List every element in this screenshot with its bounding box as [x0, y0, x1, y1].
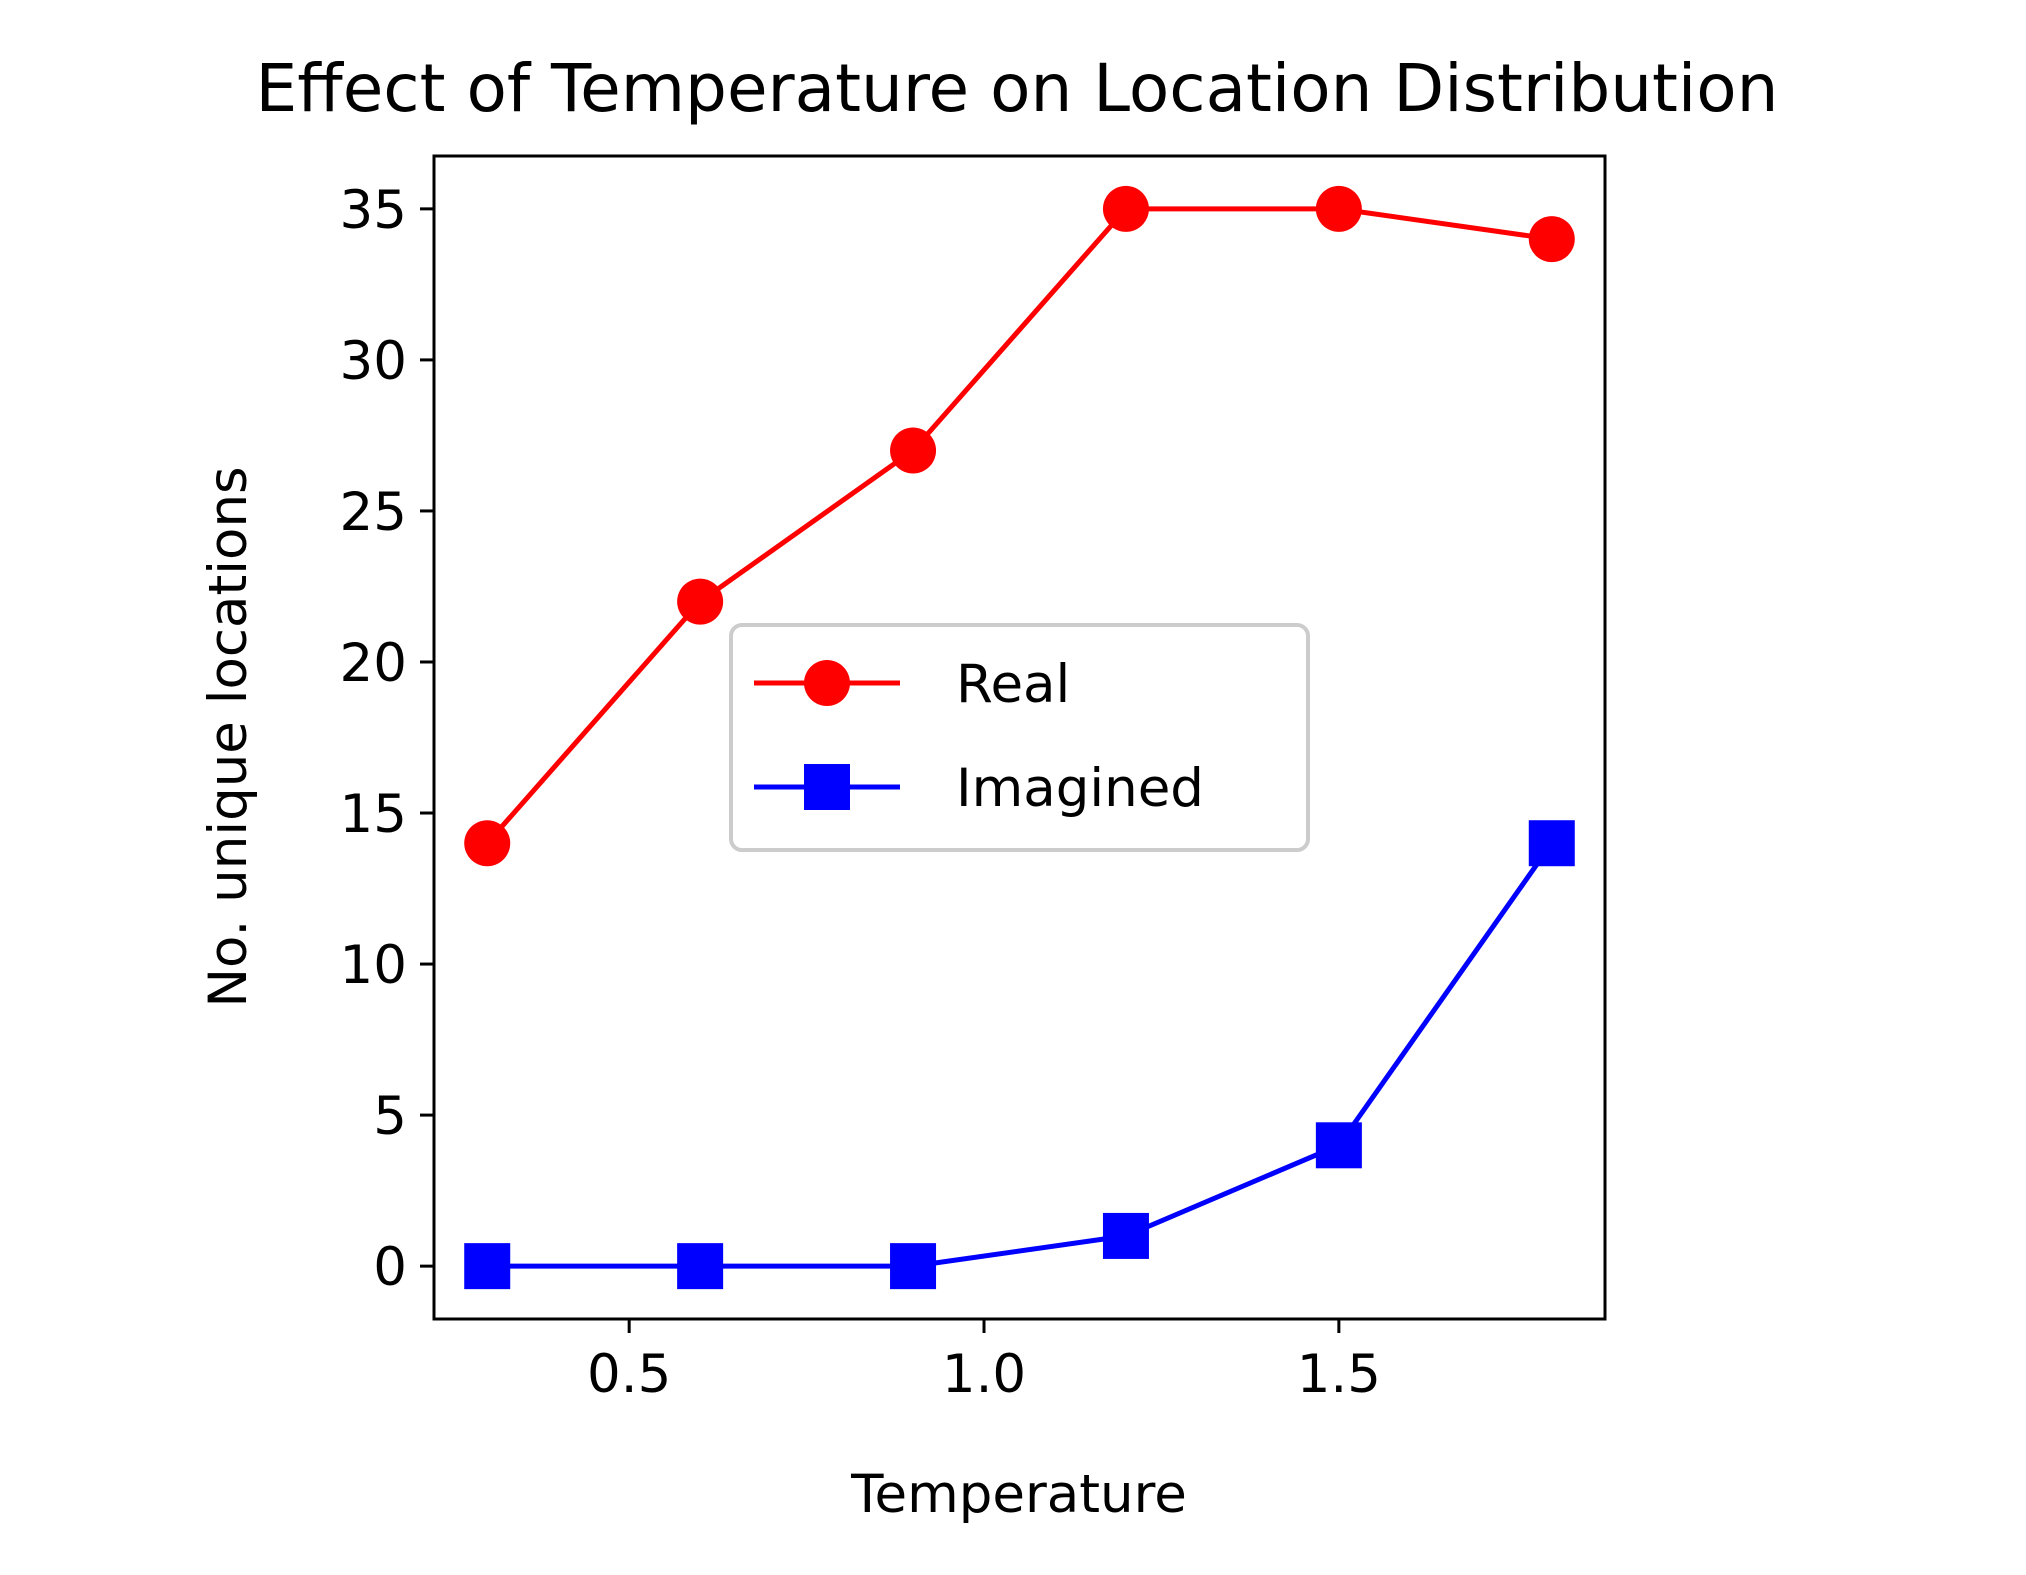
data-point-real — [677, 578, 724, 625]
data-point-real — [464, 820, 511, 867]
data-point-real — [1315, 185, 1362, 232]
legend-marker-imagined — [804, 764, 850, 810]
data-point-imagined — [1102, 1212, 1149, 1259]
series-line-real — [485, 206, 1553, 845]
data-point-imagined — [677, 1243, 724, 1290]
data-point-imagined — [1528, 820, 1575, 867]
legend-label-imagined: Imagined — [956, 758, 1204, 819]
legend: Real Imagined — [729, 623, 1310, 852]
x-axis-label: Temperature — [850, 1464, 1187, 1525]
y-tick-label: 0 — [373, 1237, 407, 1298]
data-point-imagined — [890, 1243, 937, 1290]
legend-label-real: Real — [956, 654, 1070, 715]
legend-marker-real — [804, 660, 850, 706]
x-tick-label: 1.5 — [1297, 1344, 1381, 1405]
y-tick-label: 30 — [340, 331, 407, 392]
data-point-real — [1528, 216, 1575, 263]
data-point-real — [890, 427, 937, 474]
chart-title: Effect of Temperature on Location Distri… — [256, 50, 1779, 127]
y-tick-label: 10 — [340, 935, 407, 996]
plot-frame — [432, 154, 1607, 1321]
y-axis: 0 5 10 15 20 25 30 35 — [340, 180, 434, 1298]
data-point-imagined — [464, 1243, 511, 1290]
x-tick-label: 1.0 — [942, 1344, 1026, 1405]
data-point-real — [1102, 185, 1149, 232]
y-tick-label: 20 — [340, 633, 407, 694]
x-tick-label: 0.5 — [587, 1344, 671, 1405]
y-axis-label: No. unique locations — [198, 466, 259, 1007]
data-point-imagined — [1315, 1122, 1362, 1169]
y-tick-label: 35 — [340, 180, 407, 241]
plot-marks — [464, 185, 1575, 1290]
y-tick-label: 5 — [373, 1086, 407, 1147]
y-tick-label: 15 — [340, 784, 407, 845]
y-tick-label: 25 — [340, 482, 407, 543]
series-line-imagined — [487, 841, 1554, 1269]
x-axis: 0.5 1.0 1.5 — [587, 1319, 1381, 1405]
